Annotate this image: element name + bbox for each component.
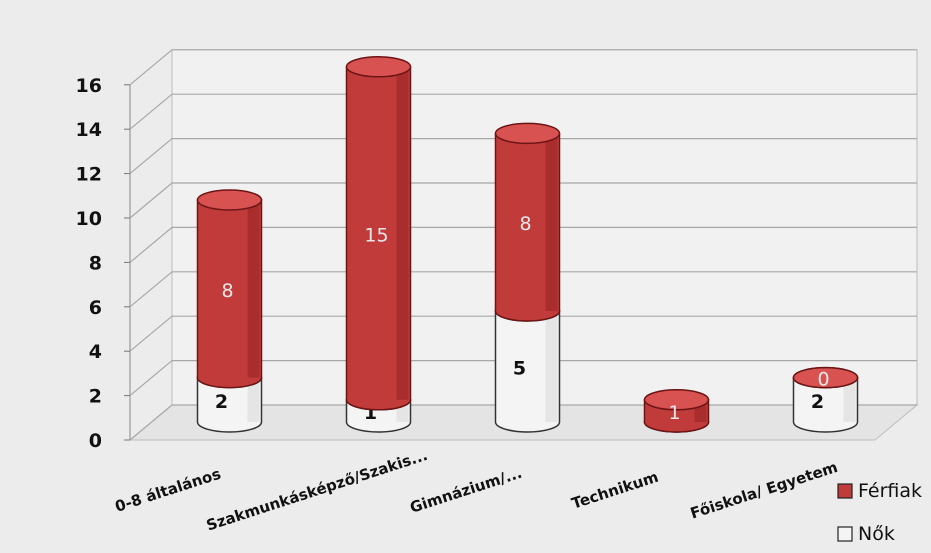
y-axis-ticks: 0 2 4 6 8 10 12 14 16 [76, 75, 130, 452]
data-label: 2 [811, 391, 824, 413]
y-tick-label: 10 [76, 208, 102, 230]
bar-cap [196, 189, 263, 211]
y-tick-label: 2 [89, 386, 102, 408]
data-label: 8 [519, 213, 531, 235]
gridline [129, 49, 917, 86]
gridline [129, 93, 917, 130]
y-tick-label: 16 [76, 75, 102, 97]
legend-label: Férfiak [858, 480, 922, 502]
data-label: 8 [221, 280, 233, 302]
y-tick-label: 12 [76, 164, 102, 186]
y-tick-label: 0 [89, 430, 102, 452]
bar-shade [247, 200, 260, 378]
x-tick-label: Gimnázium/... [408, 464, 524, 517]
legend: Férfiak Nők [837, 480, 922, 545]
bar-group: 20 [792, 366, 859, 433]
gridline [129, 271, 917, 308]
bar-group: 58 [494, 122, 561, 433]
bar-shade [843, 377, 856, 422]
gridline [129, 182, 917, 219]
legend-swatch [837, 526, 853, 542]
bar-cap [792, 366, 859, 389]
y-tick-label: 6 [89, 297, 102, 319]
x-tick-label: Szakmunkásképző/Szakis... [204, 446, 430, 535]
bar-segment [494, 310, 561, 433]
data-label: 2 [215, 391, 228, 413]
bar-group: 01 [643, 389, 710, 435]
bar-group: 28 [196, 189, 263, 433]
gridline [129, 138, 917, 175]
bar-shade [247, 377, 260, 422]
bar-segment [196, 199, 263, 389]
legend-label: Nők [858, 523, 895, 545]
bar-shade [396, 66, 409, 400]
data-label: 1 [668, 402, 680, 424]
data-label: 15 [364, 224, 388, 246]
x-tick-label: Technikum [569, 468, 660, 513]
gridline [129, 360, 917, 397]
bar-segment [345, 66, 412, 411]
y-tick-label: 8 [89, 252, 102, 274]
x-tick-label: 0-8 általános [113, 465, 223, 516]
gridline [129, 226, 917, 263]
y-tick-label: 14 [76, 119, 102, 141]
y-tick-label: 4 [89, 341, 102, 363]
legend-swatch [837, 483, 853, 499]
bar-shade [545, 311, 558, 422]
bar-cap [345, 56, 412, 78]
gridlines [129, 49, 917, 441]
bar-group: 115 [345, 56, 412, 433]
x-tick-label: Főiskola/ Egyetem [688, 458, 840, 523]
gridline [129, 315, 917, 352]
bar-shade [545, 133, 558, 311]
x-axis-labels: 0-8 általánosSzakmunkásképző/Szakis...Gi… [113, 446, 840, 535]
bar-segment [494, 132, 561, 322]
data-label: 0 [817, 369, 829, 391]
data-label: 5 [513, 358, 526, 380]
bar-cap [643, 389, 710, 411]
bar-cap [494, 122, 561, 145]
bar-segment [792, 376, 859, 433]
bar-segment [196, 376, 263, 433]
bars: 28115580120 [196, 56, 859, 435]
